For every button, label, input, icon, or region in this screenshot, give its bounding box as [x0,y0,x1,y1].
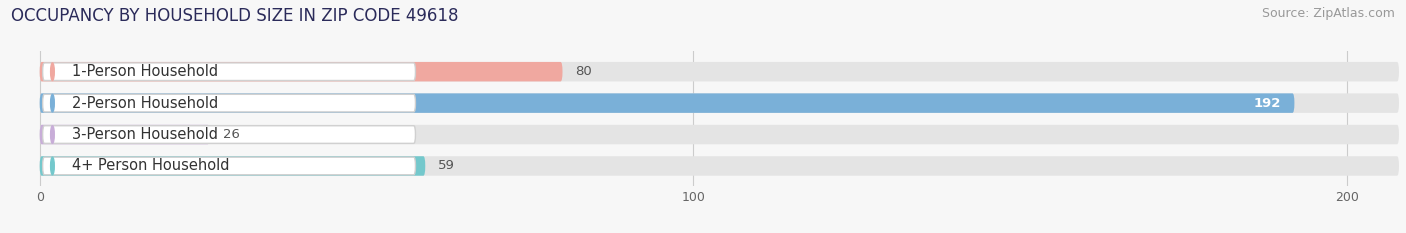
FancyBboxPatch shape [39,93,1399,113]
Text: OCCUPANCY BY HOUSEHOLD SIZE IN ZIP CODE 49618: OCCUPANCY BY HOUSEHOLD SIZE IN ZIP CODE … [11,7,458,25]
FancyBboxPatch shape [42,63,415,80]
FancyBboxPatch shape [39,125,1399,144]
Circle shape [51,63,55,80]
FancyBboxPatch shape [39,125,209,144]
FancyBboxPatch shape [39,62,562,81]
Text: 26: 26 [222,128,239,141]
Circle shape [51,94,55,112]
Text: 2-Person Household: 2-Person Household [72,96,218,111]
FancyBboxPatch shape [39,156,1399,176]
FancyBboxPatch shape [39,156,425,176]
FancyBboxPatch shape [42,157,415,175]
Text: 80: 80 [575,65,592,78]
Circle shape [51,157,55,175]
Text: 192: 192 [1254,97,1281,110]
FancyBboxPatch shape [42,126,415,143]
FancyBboxPatch shape [42,94,415,112]
FancyBboxPatch shape [39,62,1399,81]
Text: 1-Person Household: 1-Person Household [72,64,218,79]
Text: 59: 59 [439,159,456,172]
Text: 4+ Person Household: 4+ Person Household [72,158,229,174]
Text: Source: ZipAtlas.com: Source: ZipAtlas.com [1261,7,1395,20]
Text: 3-Person Household: 3-Person Household [72,127,218,142]
Circle shape [51,126,55,143]
FancyBboxPatch shape [39,93,1295,113]
